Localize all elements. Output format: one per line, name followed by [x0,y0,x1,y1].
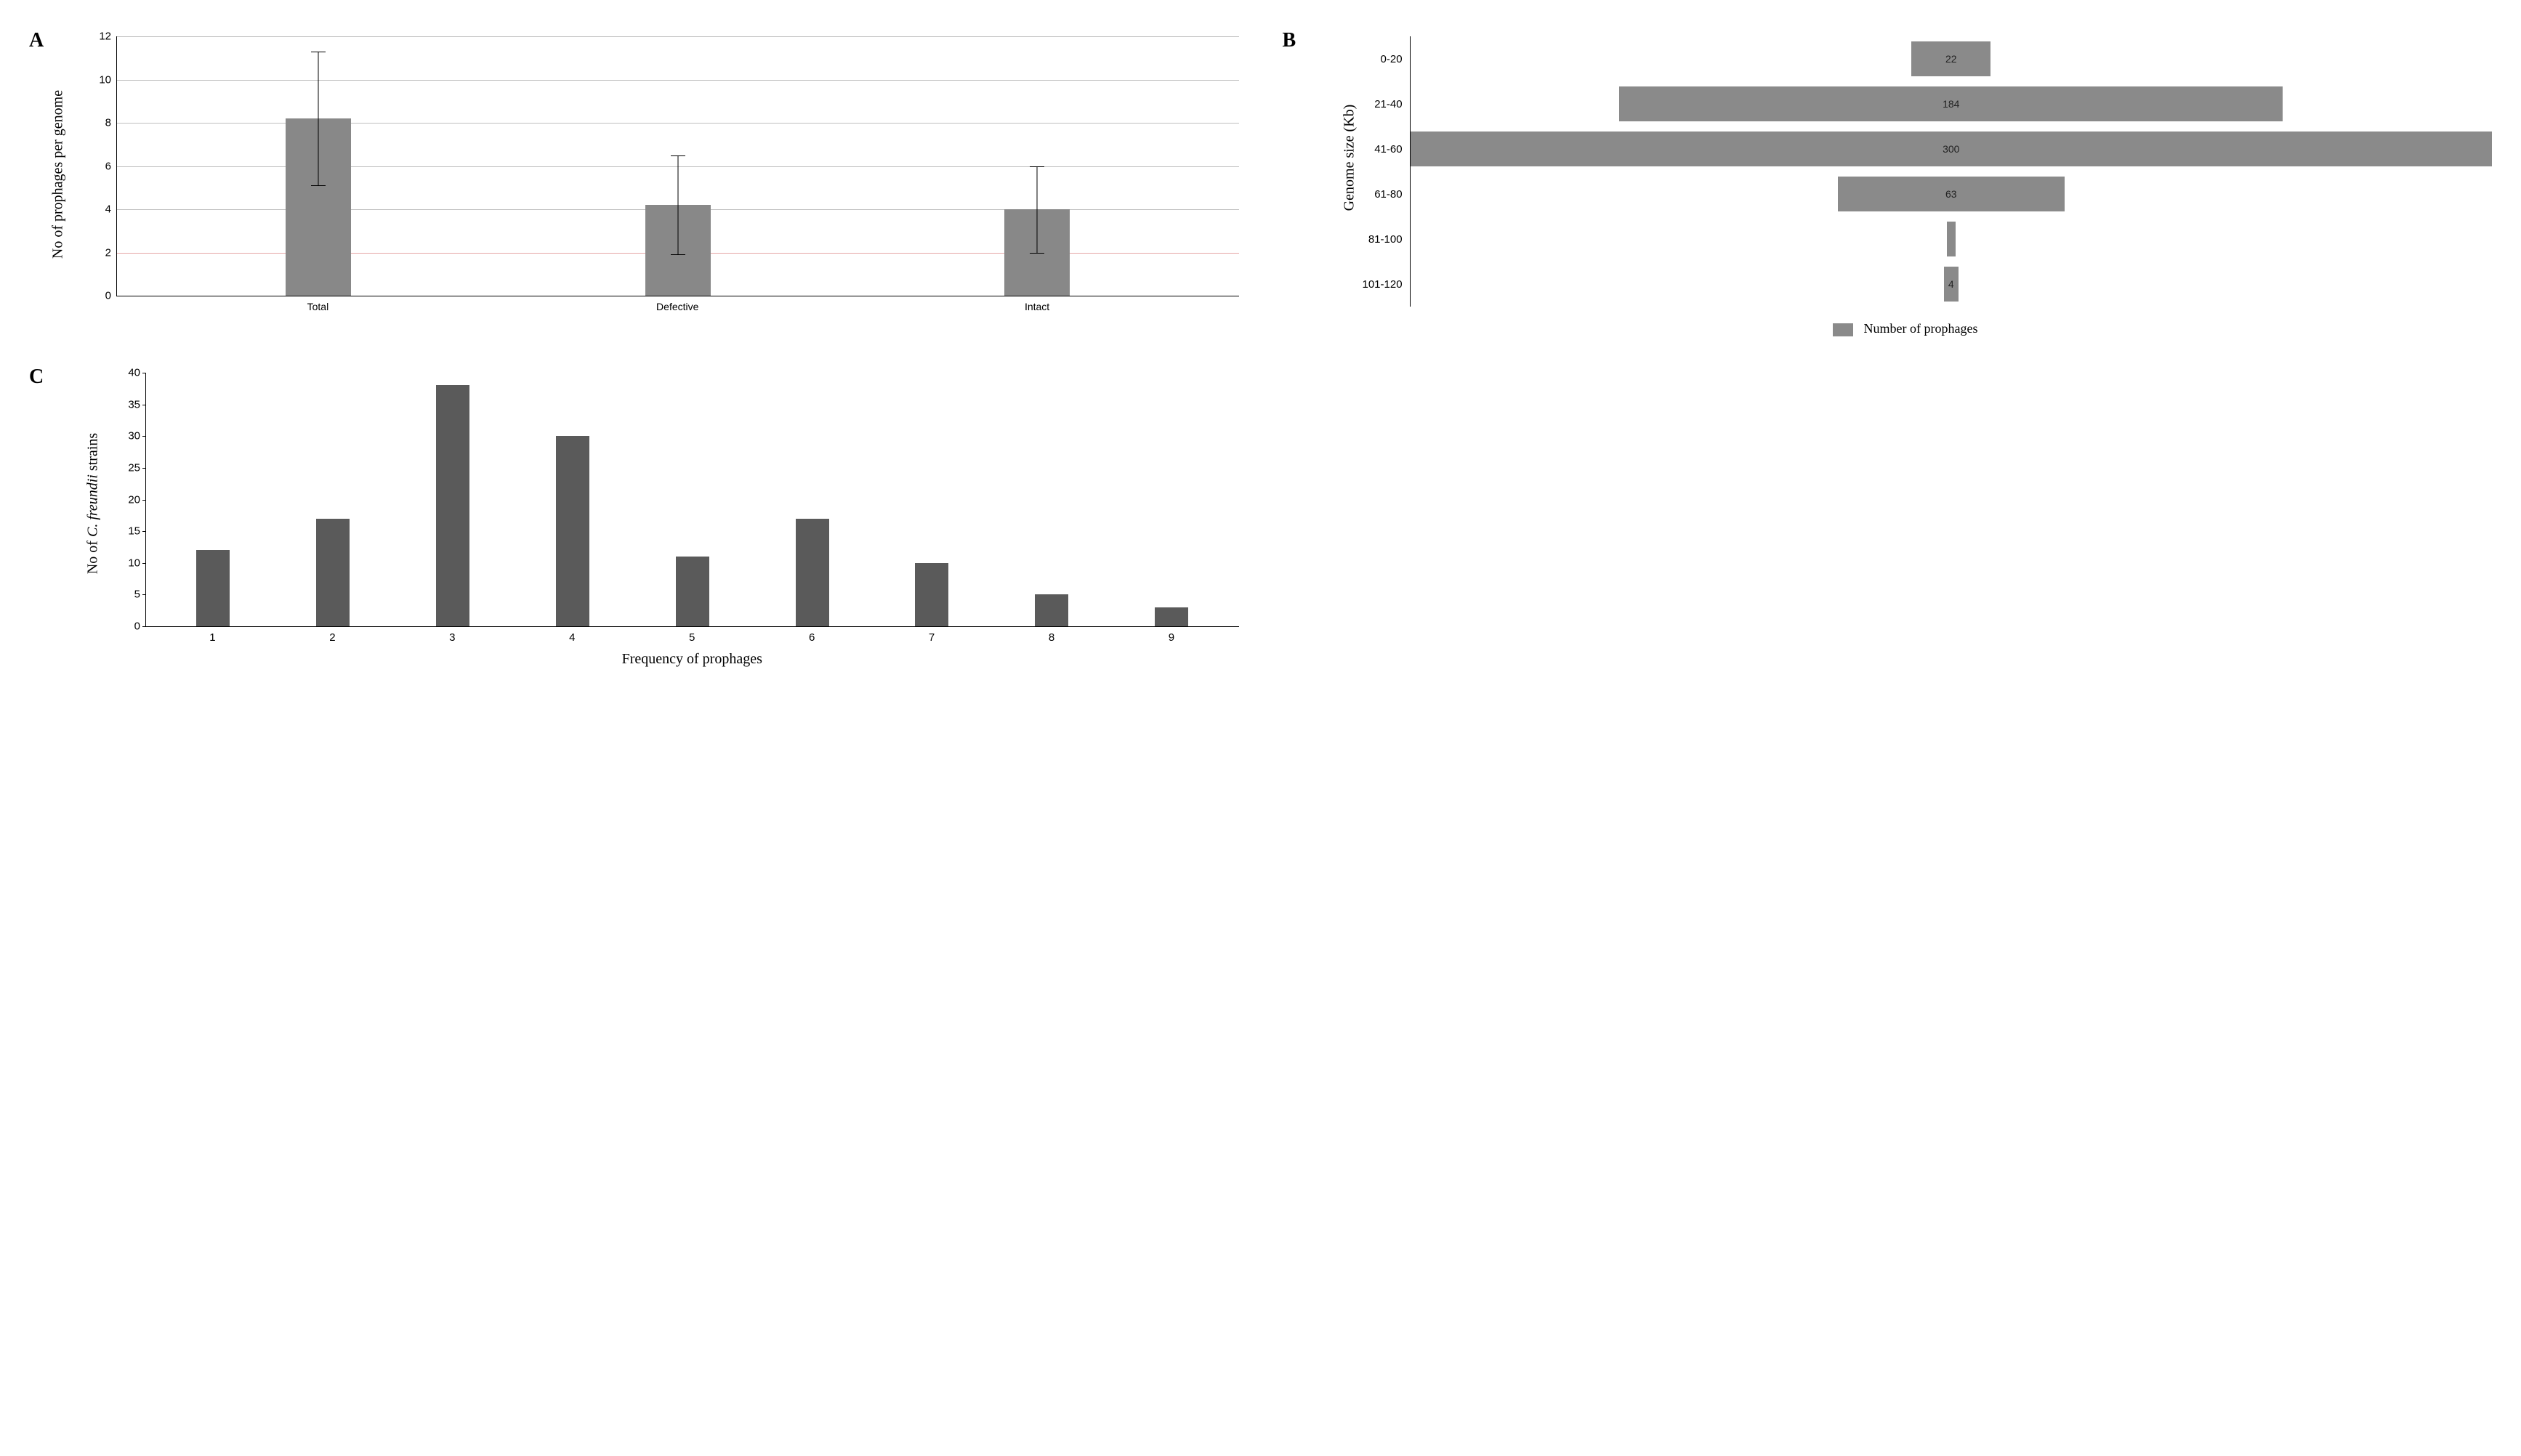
error-bar [318,52,319,185]
x-category: Defective [645,301,710,312]
y-category: 0-20 [1381,36,1403,81]
y-category: 101-120 [1363,262,1403,307]
y-category: 81-100 [1368,217,1403,262]
bar-9 [1155,607,1188,626]
y-tick: 0 [134,620,140,633]
y-tick: 30 [128,430,140,442]
bar-6 [796,519,829,626]
panel-a-label: A [29,29,44,52]
bar-total [286,118,351,296]
x-category: 1 [195,631,229,644]
error-cap-top [671,155,685,156]
bar-4 [556,436,589,626]
bar-8 [1035,594,1068,626]
hbar-101-120: 4 [1944,267,1959,302]
panel-b-ylabel: Genome size (Kb) [1341,105,1358,211]
hbar-81-100 [1947,222,1956,256]
panel-c-chart: No of C. freundii strains 05101520253035… [65,373,1239,663]
y-tick: 15 [128,525,140,538]
y-tick: 10 [128,557,140,569]
y-category: 41-60 [1374,126,1402,171]
panel-c-label: C [29,365,44,389]
bar-row: 4 [1411,262,2492,307]
hbar-61-80: 63 [1838,177,2065,211]
x-category: Total [285,301,350,312]
x-category: 9 [1155,631,1188,644]
x-category: 4 [555,631,589,644]
panel-a-ylabel: No of prophages per genome [50,90,67,259]
bar-7 [915,563,948,626]
y-tick: 12 [99,31,111,43]
bar-5 [676,557,709,626]
bar-row: 184 [1411,81,2492,126]
bar-row: 22 [1411,36,2492,81]
bar-intact [1004,209,1070,296]
bar-row: 300 [1411,126,2492,171]
y-tick: 35 [128,398,140,410]
y-tick: 40 [128,367,140,379]
y-tick: 20 [128,493,140,506]
panel-c-xlabel: Frequency of prophages [145,651,1239,668]
panel-b-legend-swatch [1833,323,1853,336]
x-category: 3 [435,631,469,644]
error-cap-bottom [311,185,326,186]
figure-grid: A No of prophages per genome 024681012 T… [29,29,2492,663]
panel-c: C No of C. freundii strains 051015202530… [29,365,1239,663]
y-tick: 25 [128,461,140,474]
y-tick: 6 [105,160,111,172]
panel-b-legend-text: Number of prophages [1864,321,1978,336]
x-category: 7 [915,631,948,644]
bar-row: 63 [1411,171,2492,217]
y-tick-mark [142,626,146,627]
panel-b: B Genome size (Kb) 0-2021-4041-6061-8081… [1283,29,2493,336]
y-tick: 5 [134,589,140,601]
x-category: Intact [1004,301,1070,312]
error-bar [677,155,678,255]
hbar-21-40: 184 [1619,86,2283,121]
y-tick: 2 [105,246,111,259]
hbar-41-60: 300 [1411,132,2492,166]
x-category: 2 [315,631,349,644]
y-tick: 10 [99,73,111,86]
bar-1 [196,550,230,626]
panel-c-ylabel-italic: C. freundii [85,474,101,537]
y-category: 21-40 [1374,81,1402,126]
bar-defective [645,205,711,296]
error-cap-top [1030,166,1044,167]
error-bar [1037,166,1038,253]
panel-b-chart: Genome size (Kb) 0-2021-4041-6061-8081-1… [1319,36,2493,336]
x-category: 5 [675,631,709,644]
x-category: 6 [795,631,828,644]
bar-2 [316,519,350,626]
hbar-0-20: 22 [1911,41,1990,76]
y-category: 61-80 [1374,171,1402,217]
panel-b-label: B [1283,29,1296,52]
bar-3 [436,385,469,626]
panel-a-chart: No of prophages per genome 024681012 Tot… [65,36,1239,312]
y-tick: 4 [105,203,111,216]
panel-b-legend: Number of prophages [1319,321,2493,336]
error-cap-bottom [1030,253,1044,254]
y-tick: 8 [105,117,111,129]
bar-row [1411,217,2492,262]
panel-c-ylabel-suffix: strains [85,433,101,474]
error-cap-bottom [671,254,685,255]
y-tick: 0 [105,290,111,302]
panel-c-ylabel: No of C. freundii strains [85,433,102,574]
panel-a: A No of prophages per genome 0 2 4 6 8 10 12 T… [29,29,1239,336]
x-category: 8 [1035,631,1068,644]
panel-c-ylabel-prefix: No of [85,537,101,574]
